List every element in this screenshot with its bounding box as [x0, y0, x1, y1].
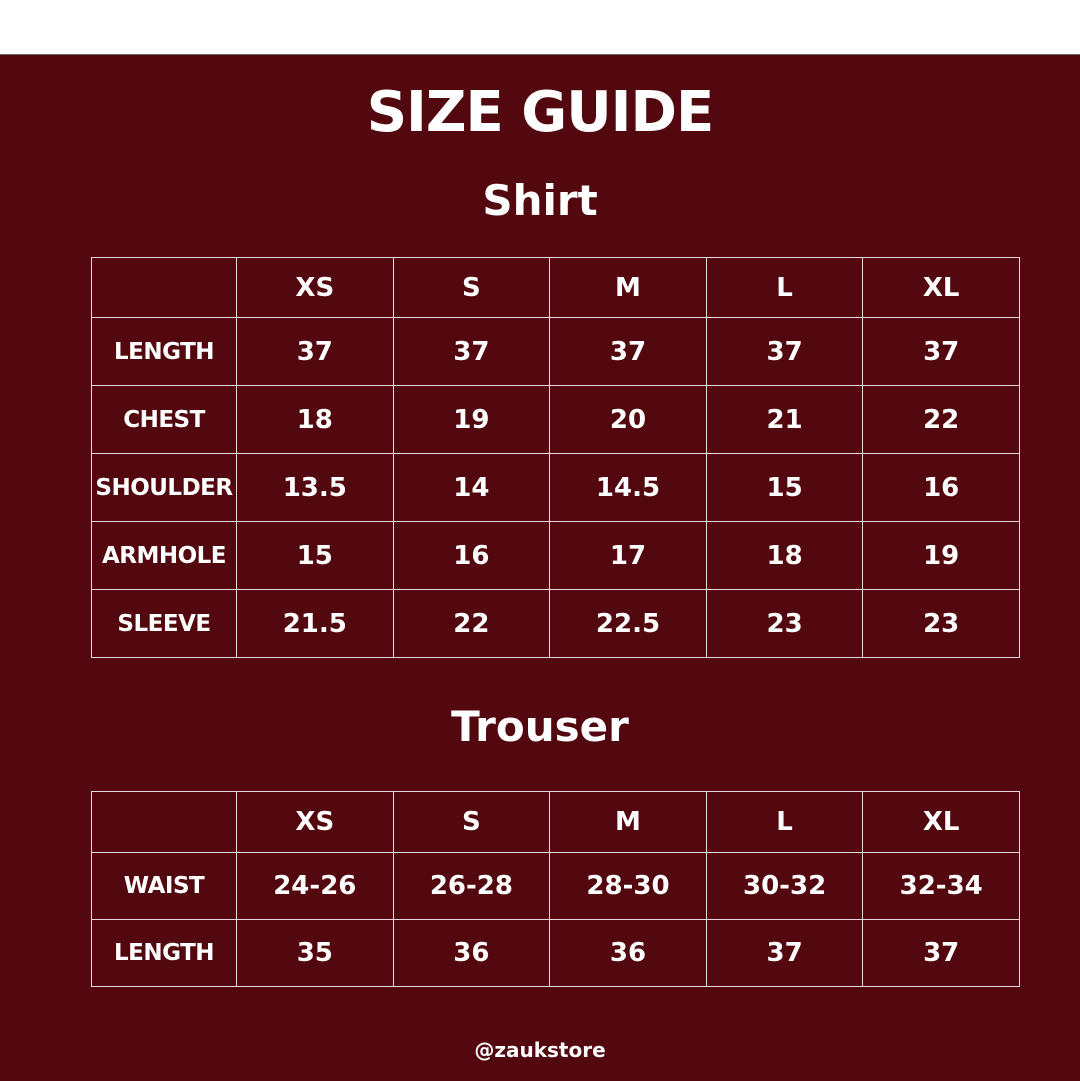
- measurement-cell: 37: [862, 317, 1020, 386]
- shirt-size-table: XS S M L XL LENGTH 37 37 37 37 37 CHEST 18 19 20 21 22 SH…: [91, 257, 1020, 658]
- table-row: ARMHOLE 15 16 17 18 19: [91, 521, 1020, 590]
- size-header-cell: XL: [862, 791, 1020, 853]
- measurement-cell: 18: [236, 385, 394, 454]
- measurement-cell: 28-30: [549, 852, 707, 920]
- measurement-cell: 21: [705, 385, 864, 454]
- table-row: LENGTH 35 36 36 37 37: [91, 919, 1020, 987]
- measurement-cell: 36: [392, 919, 551, 987]
- store-handle: @zaukstore: [474, 1038, 606, 1062]
- shirt-section-title: Shirt: [482, 176, 598, 225]
- measurement-cell: 18: [705, 521, 864, 590]
- row-label-cell: ARMHOLE: [91, 521, 237, 590]
- measurement-cell: 17: [549, 521, 707, 590]
- measurement-cell: 22: [392, 589, 551, 658]
- measurement-cell: 23: [705, 589, 864, 658]
- measurement-cell: 16: [862, 453, 1020, 522]
- measurement-cell: 37: [705, 317, 864, 386]
- row-label-cell: CHEST: [91, 385, 237, 454]
- row-label-cell: SHOULDER: [91, 453, 237, 522]
- measurement-cell: 19: [862, 521, 1020, 590]
- measurement-cell: 26-28: [392, 852, 551, 920]
- measurement-cell: 30-32: [705, 852, 864, 920]
- measurement-cell: 22.5: [549, 589, 707, 658]
- measurement-cell: 32-34: [862, 852, 1020, 920]
- row-label-cell: SLEEVE: [91, 589, 237, 658]
- size-header-cell: S: [392, 791, 551, 853]
- measurement-cell: 20: [549, 385, 707, 454]
- size-header-cell: XL: [862, 257, 1020, 318]
- measurement-cell: 21.5: [236, 589, 394, 658]
- measurement-cell: 37: [705, 919, 864, 987]
- row-label-cell: WAIST: [91, 852, 237, 920]
- measurement-cell: 15: [236, 521, 394, 590]
- size-header-cell: L: [705, 257, 864, 318]
- empty-corner-cell: [91, 791, 237, 853]
- table-row: SHOULDER 13.5 14 14.5 15 16: [91, 453, 1020, 522]
- row-label-cell: LENGTH: [91, 919, 237, 987]
- measurement-cell: 37: [862, 919, 1020, 987]
- measurement-cell: 37: [392, 317, 551, 386]
- table-row: WAIST 24-26 26-28 28-30 30-32 32-34: [91, 852, 1020, 920]
- size-header-cell: S: [392, 257, 551, 318]
- table-row: CHEST 18 19 20 21 22: [91, 385, 1020, 454]
- measurement-cell: 37: [236, 317, 394, 386]
- measurement-cell: 14: [392, 453, 551, 522]
- size-header-cell: M: [549, 791, 707, 853]
- page-title: SIZE GUIDE: [366, 80, 715, 145]
- size-header-cell: L: [705, 791, 864, 853]
- table-row: SLEEVE 21.5 22 22.5 23 23: [91, 589, 1020, 658]
- trouser-size-table: XS S M L XL WAIST 24-26 26-28 28-30 30-32 32-34 LEN…: [91, 791, 1020, 987]
- measurement-cell: 37: [549, 317, 707, 386]
- size-header-cell: M: [549, 257, 707, 318]
- measurement-cell: 36: [549, 919, 707, 987]
- size-header-cell: XS: [236, 791, 394, 853]
- empty-corner-cell: [91, 257, 237, 318]
- header-row: XS S M L XL: [91, 791, 1020, 853]
- row-label-cell: LENGTH: [91, 317, 237, 386]
- measurement-cell: 19: [392, 385, 551, 454]
- header-row: XS S M L XL: [91, 257, 1020, 318]
- measurement-cell: 23: [862, 589, 1020, 658]
- measurement-cell: 14.5: [549, 453, 707, 522]
- table-row: LENGTH 37 37 37 37 37: [91, 317, 1020, 386]
- trouser-section-title: Trouser: [451, 702, 629, 751]
- measurement-cell: 15: [705, 453, 864, 522]
- measurement-cell: 24-26: [236, 852, 394, 920]
- measurement-cell: 13.5: [236, 453, 394, 522]
- size-header-cell: XS: [236, 257, 394, 318]
- measurement-cell: 22: [862, 385, 1020, 454]
- measurement-cell: 35: [236, 919, 394, 987]
- measurement-cell: 16: [392, 521, 551, 590]
